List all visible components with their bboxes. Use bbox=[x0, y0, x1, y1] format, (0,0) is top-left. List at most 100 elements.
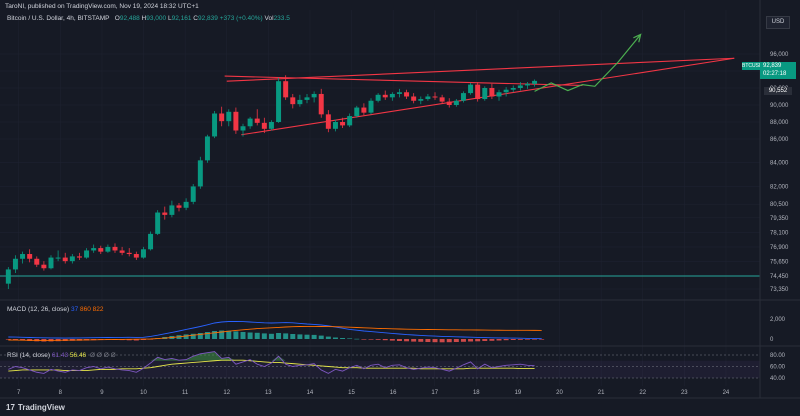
candle-body bbox=[219, 113, 225, 122]
candle-body bbox=[197, 160, 203, 187]
rsi-value: 61.43 bbox=[51, 352, 69, 359]
trendlines[interactable] bbox=[224, 57, 735, 136]
candle-body bbox=[155, 212, 161, 234]
macd-histogram-bar bbox=[404, 339, 410, 342]
currency-selector[interactable]: USD bbox=[766, 16, 790, 29]
macd-histogram-bar bbox=[240, 332, 246, 339]
last-price-tag: 92,839 02:27:18 bbox=[760, 62, 796, 79]
price-tick-label: 75,650 bbox=[770, 260, 789, 266]
rsi-label: RSI (14, close) bbox=[7, 352, 50, 359]
volume-label: Vol bbox=[264, 15, 274, 22]
macd-histogram-bar bbox=[539, 339, 545, 340]
macd-label: MACD (12, 26, close) bbox=[7, 306, 70, 313]
ohlc-close-value: 92,839 bbox=[197, 15, 218, 22]
price-marker-tag: 90,552 bbox=[764, 87, 792, 95]
macd-histogram-bar bbox=[418, 339, 424, 342]
macd-histogram-bar bbox=[254, 332, 260, 339]
candle-body bbox=[233, 111, 239, 131]
time-tick-label: 18 bbox=[473, 390, 480, 396]
candle-body bbox=[453, 100, 459, 105]
candle-body bbox=[482, 88, 488, 100]
candle-body bbox=[91, 248, 97, 251]
rsi-legend[interactable]: RSI (14, close) 61.43 56.46 Ø Ø Ø Ø bbox=[7, 352, 116, 359]
macd-histogram-bar bbox=[453, 339, 459, 342]
candle-body bbox=[347, 116, 353, 126]
candle-body bbox=[55, 257, 61, 259]
macd-histogram-bar bbox=[233, 331, 239, 339]
symbol-description: Bitcoin / U.S. Dollar, 4h, BITSTAMP bbox=[7, 15, 110, 22]
candle-body bbox=[133, 254, 139, 258]
macd-histogram-bar bbox=[532, 339, 538, 340]
time-tick-label: 17 bbox=[431, 390, 438, 396]
candle-body bbox=[247, 118, 253, 127]
projection-path[interactable] bbox=[534, 33, 642, 92]
ticker-tag: BTCUSD bbox=[742, 62, 763, 70]
macd-histogram-bar bbox=[5, 339, 11, 340]
candle-body bbox=[76, 256, 82, 258]
macd-histogram-bar bbox=[524, 339, 530, 340]
candle-body bbox=[361, 107, 367, 113]
candle-body bbox=[12, 258, 18, 270]
macd-legend[interactable]: MACD (12, 26, close) 37 860 822 bbox=[7, 306, 104, 313]
candle-body bbox=[261, 122, 267, 129]
macd-histogram-bar bbox=[283, 333, 289, 339]
last-price-value: 92,839 bbox=[763, 63, 782, 69]
candle-body bbox=[304, 97, 310, 100]
candle-body bbox=[190, 186, 196, 202]
candle-body bbox=[148, 233, 154, 250]
candle-body bbox=[411, 96, 417, 101]
price-tick-label: 74,450 bbox=[770, 274, 789, 280]
macd-histogram-bar bbox=[226, 330, 232, 339]
macd-signal-line bbox=[8, 325, 542, 341]
candle-body bbox=[34, 258, 40, 265]
candle-body bbox=[119, 250, 125, 253]
macd-histogram-bar bbox=[190, 333, 196, 339]
rsi-line bbox=[8, 351, 535, 374]
macd-histogram-bar bbox=[219, 330, 225, 339]
ohlc-open-label: O bbox=[114, 15, 120, 22]
price-tick-label: 79,350 bbox=[770, 216, 789, 222]
candle-body bbox=[325, 114, 331, 129]
macd-histogram-bar bbox=[482, 339, 488, 341]
time-tick-label: 12 bbox=[223, 390, 230, 396]
macd-tick-label: 0 bbox=[770, 337, 774, 343]
price-tick-label: 84,000 bbox=[770, 161, 789, 167]
macd-histogram-bar bbox=[212, 331, 218, 339]
grid-lines bbox=[0, 10, 760, 386]
candle-body bbox=[517, 85, 523, 88]
candle-body bbox=[20, 254, 26, 259]
macd-histogram-bar bbox=[432, 339, 438, 343]
rsi-tick-label: 80.00 bbox=[770, 353, 786, 359]
time-tick-label: 21 bbox=[598, 390, 605, 396]
macd-histogram-bar bbox=[368, 339, 374, 340]
tradingview-logo-text: TradingView bbox=[17, 403, 65, 412]
macd-histogram-bar bbox=[475, 339, 481, 342]
candle-body bbox=[140, 249, 146, 258]
macd-histogram-bar bbox=[489, 339, 495, 341]
macd-histogram-bar bbox=[261, 333, 267, 339]
candle-body bbox=[318, 93, 324, 115]
candle-body bbox=[375, 94, 381, 101]
candle-body bbox=[496, 92, 502, 97]
candle-body bbox=[126, 252, 132, 255]
candle-body bbox=[283, 81, 289, 98]
time-tick-label: 8 bbox=[59, 390, 63, 396]
macd-histogram-bar bbox=[268, 333, 274, 339]
macd-histogram-bar bbox=[503, 339, 509, 341]
time-tick-label: 10 bbox=[140, 390, 147, 396]
candle-body bbox=[311, 93, 317, 98]
candle-body bbox=[468, 84, 474, 94]
candle-body bbox=[510, 88, 516, 90]
price-tick-label: 82,000 bbox=[770, 184, 789, 190]
volume-value: 233.5 bbox=[273, 15, 290, 22]
tradingview-logo[interactable]: 17 TradingView bbox=[6, 403, 65, 412]
projection-arrowhead bbox=[633, 33, 642, 43]
candle-body bbox=[69, 256, 75, 262]
time-tick-label: 11 bbox=[182, 390, 189, 396]
price-tick-label: 88,000 bbox=[770, 120, 789, 126]
candle-body bbox=[176, 205, 182, 208]
rsi-band bbox=[0, 360, 760, 378]
candle-body bbox=[162, 212, 168, 215]
